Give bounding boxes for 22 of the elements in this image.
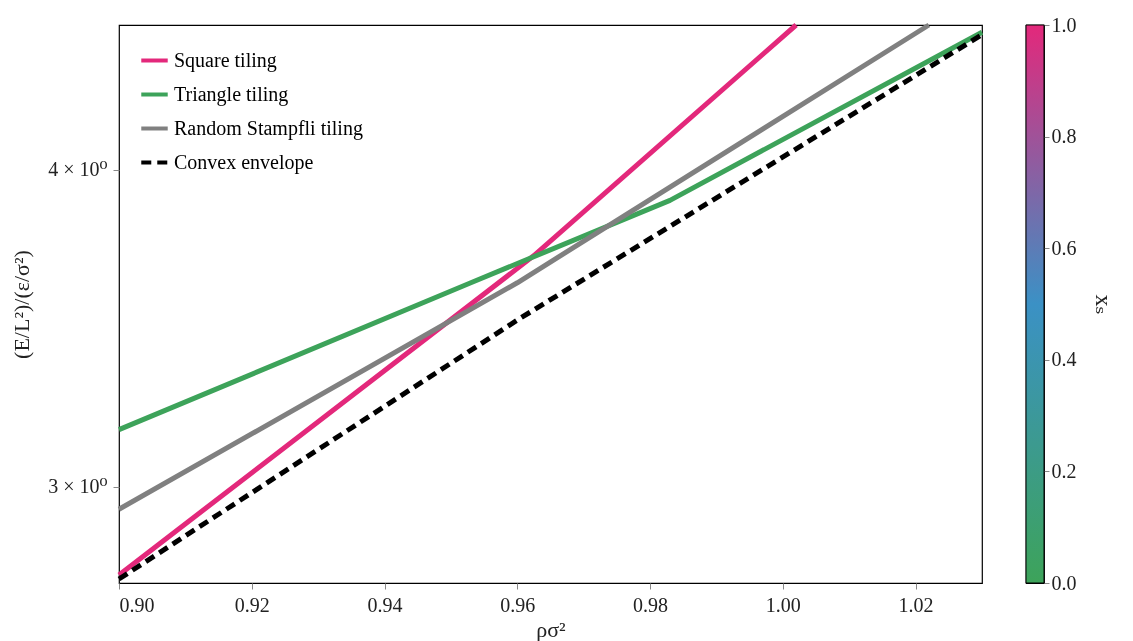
x-tick-label: 0.94 xyxy=(367,593,403,616)
x-tick-label: 1.02 xyxy=(898,593,934,616)
x-axis-title: ρσ² xyxy=(536,616,567,641)
legend-label: Triangle tiling xyxy=(174,82,289,106)
color-bar-label: 1.0 xyxy=(1051,13,1077,36)
x-tick-label: 0.92 xyxy=(234,593,270,616)
y-axis-title: (E/L²)/(ε/σ²) xyxy=(9,250,35,359)
color-bar-label: 0.8 xyxy=(1051,125,1077,148)
y-tick-label: 4 × 10⁰ xyxy=(48,158,108,181)
x-tick-label: 0.96 xyxy=(500,593,536,616)
x-tick-label: 0.98 xyxy=(633,593,669,616)
legend-label: Convex envelope xyxy=(174,150,314,174)
legend-label: Square tiling xyxy=(174,48,277,72)
legend-label: Random Stampfli tiling xyxy=(174,116,363,140)
color-bar-title: xₛ xyxy=(1090,294,1117,315)
color-bar-label: 0.2 xyxy=(1051,459,1077,482)
x-tick-label: 0.90 xyxy=(119,593,155,616)
color-bar-label: 0.4 xyxy=(1051,348,1077,371)
color-bar-label: 0.6 xyxy=(1051,236,1077,259)
color-bar-label: 0.0 xyxy=(1051,571,1077,594)
y-tick-label: 3 × 10⁰ xyxy=(48,475,108,498)
x-tick-label: 1.00 xyxy=(765,593,801,616)
